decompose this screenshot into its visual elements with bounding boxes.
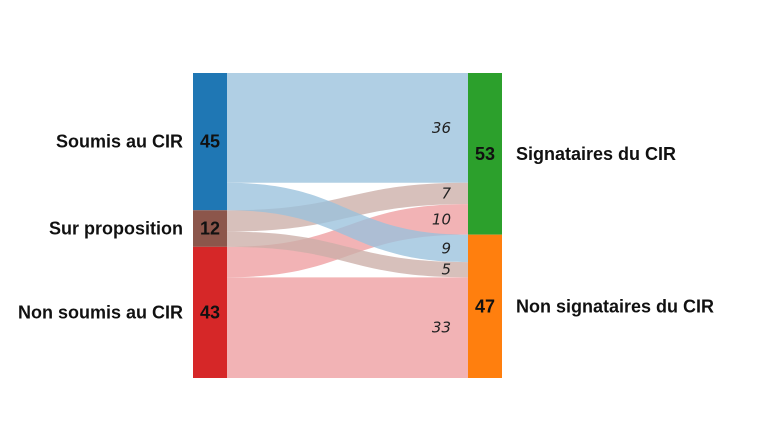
flow-value-label: 7 xyxy=(441,184,451,202)
nodes-layer xyxy=(193,73,502,378)
source-node-label: Soumis au CIR xyxy=(56,132,183,152)
flow-band-sur-proposition-to-non-signataires-du-cir xyxy=(227,231,468,278)
flow-value-label: 36 xyxy=(432,119,451,137)
flows-layer xyxy=(227,73,468,378)
source-node-value: 45 xyxy=(200,132,220,152)
target-node-label: Signataires du CIR xyxy=(516,144,676,164)
source-node-non-soumis-au-cir xyxy=(193,246,227,378)
flow-band-soumis-au-cir-to-non-signataires-du-cir xyxy=(227,182,468,263)
flow-value-label: 5 xyxy=(441,261,451,279)
source-node-label: Non soumis au CIR xyxy=(18,302,183,322)
labels-layer: 36 7 10 9 5 33 45 Soumis au CIR 12 Sur propositio… xyxy=(18,119,714,337)
flow-value-label: 10 xyxy=(432,210,451,228)
target-node-signataires-du-cir xyxy=(468,73,502,235)
source-node-value: 43 xyxy=(200,302,220,322)
source-node-label: Sur proposition xyxy=(49,219,183,239)
source-node-value: 12 xyxy=(200,219,220,239)
target-node-non-signataires-du-cir xyxy=(468,234,502,378)
flow-value-label: 33 xyxy=(432,319,451,337)
source-node-soumis-au-cir xyxy=(193,73,227,211)
flow-band-non-soumis-au-cir-to-non-signataires-du-cir xyxy=(227,277,468,378)
target-node-value: 53 xyxy=(475,144,495,164)
flow-band-sur-proposition-to-signataires-du-cir xyxy=(227,182,468,232)
target-node-label: Non signataires du CIR xyxy=(516,296,714,316)
flow-band-non-soumis-au-cir-to-signataires-du-cir xyxy=(227,204,468,278)
flow-band-soumis-au-cir-to-signataires-du-cir xyxy=(227,73,468,183)
source-node-sur-proposition xyxy=(193,210,227,247)
target-node-value: 47 xyxy=(475,296,495,316)
flow-value-label: 9 xyxy=(441,239,451,257)
